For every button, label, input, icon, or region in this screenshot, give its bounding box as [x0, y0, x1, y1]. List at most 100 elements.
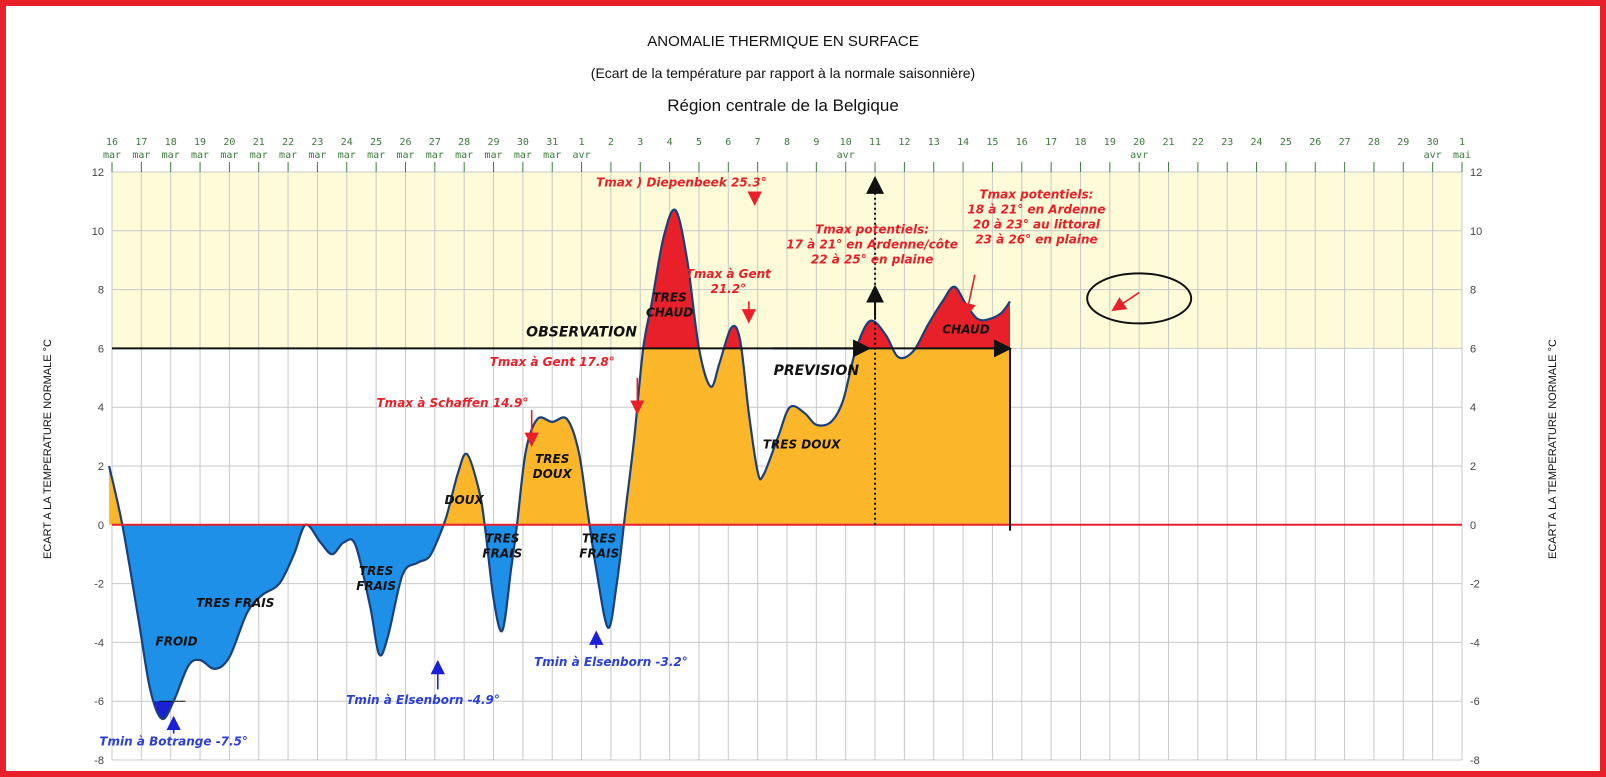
annotation-tres-frais-4: FRAIS: [579, 546, 619, 560]
x-tick-label-day: 1: [579, 137, 585, 148]
y-tick-label-left: -6: [94, 696, 104, 708]
y-tick-label-right: -8: [1470, 755, 1480, 767]
annotation-tmax-gent-1: Tmax à Gent 17.8°: [490, 355, 615, 369]
y-tick-label-right: 12: [1470, 167, 1482, 179]
x-tick-label-day: 22: [1192, 137, 1204, 148]
annotation-tmax-pot-1: 22 à 25° en plaine: [811, 253, 933, 267]
x-tick-label-day: 15: [986, 137, 998, 148]
x-tick-label-day: 19: [1104, 137, 1116, 148]
x-tick-label-day: 24: [1251, 137, 1263, 148]
x-tick-label-day: 9: [813, 137, 819, 148]
x-tick-label-day: 10: [840, 137, 852, 148]
annotation-tres-doux-1: DOUX: [533, 467, 573, 481]
x-tick-label-day: 28: [1368, 137, 1380, 148]
x-tick-label-day: 16: [106, 137, 118, 148]
x-tick-label-day: 13: [928, 137, 940, 148]
x-tick-label-month: mar: [132, 150, 150, 161]
y-tick-label-left: -2: [94, 579, 104, 591]
y-tick-label-right: -4: [1470, 637, 1480, 649]
y-tick-label-left: 2: [98, 461, 104, 473]
x-tick-label-month: mar: [250, 150, 268, 161]
annotation-tres-frais-3: FRAIS: [482, 546, 522, 560]
x-tick-label-day: 16: [1016, 137, 1028, 148]
x-tick-label-month: mar: [514, 150, 532, 161]
x-tick-label-month: mai: [1453, 150, 1471, 161]
annotation-doux: DOUX: [445, 493, 485, 507]
x-tick-label-month: mar: [396, 150, 414, 161]
annotation-froid: FROID: [156, 634, 198, 648]
x-tick-label-month: mar: [338, 150, 356, 161]
x-tick-label-day: 29: [1397, 137, 1409, 148]
y-tick-label-left: 12: [92, 167, 104, 179]
x-tick-label-day: 29: [487, 137, 499, 148]
x-tick-label-day: 23: [311, 137, 323, 148]
x-tick-label-day: 22: [282, 137, 294, 148]
chart-region: Région centrale de la Belgique: [667, 96, 899, 115]
annotation-tres-frais-3: TRES: [485, 531, 519, 545]
y-tick-label-left: 8: [98, 285, 104, 297]
x-tick-label-day: 25: [370, 137, 382, 148]
x-tick-label-month: avr: [1424, 150, 1442, 161]
annotation-observation: OBSERVATION: [526, 325, 637, 341]
x-tick-label-day: 26: [399, 137, 411, 148]
x-tick-label-month: avr: [573, 150, 591, 161]
chart-title: ANOMALIE THERMIQUE EN SURFACE: [647, 33, 919, 50]
y-tick-label-right: 4: [1470, 402, 1476, 414]
x-tick-label-month: mar: [367, 150, 385, 161]
x-tick-label-month: avr: [837, 150, 855, 161]
x-tick-label-month: mar: [103, 150, 121, 161]
annotation-tres-frais-1: TRES FRAIS: [196, 596, 274, 610]
y-tick-label-left: 4: [98, 402, 104, 414]
x-tick-label-day: 6: [725, 137, 731, 148]
x-tick-label-day: 19: [194, 137, 206, 148]
annotation-prevision: PREVISION: [774, 363, 860, 379]
annotation-tmin-elsenborn-1: Tmin à Elsenborn -4.9°: [346, 693, 500, 707]
x-tick-label-day: 12: [898, 137, 910, 148]
annotation-tres-chaud: CHAUD: [646, 305, 693, 319]
y-tick-label-right: 10: [1470, 226, 1482, 238]
annotation-tres-frais-4: TRES: [582, 531, 616, 545]
annotation-tres-doux-1: TRES: [535, 452, 569, 466]
cold-area: [109, 524, 1011, 719]
y-tick-label-left: 0: [98, 520, 104, 532]
x-tick-label-day: 27: [1339, 137, 1351, 148]
x-tick-label-day: 7: [755, 137, 761, 148]
x-tick-label-day: 18: [165, 137, 177, 148]
x-tick-label-day: 28: [458, 137, 470, 148]
annotation-tmax-pot-2: 23 à 26° en plaine: [975, 232, 1097, 246]
y-tick-label-right: 6: [1470, 343, 1476, 355]
annotation-tres-frais-2: FRAIS: [356, 579, 396, 593]
annotation-tmin-elsenborn-2: Tmin à Elsenborn -3.2°: [534, 655, 688, 669]
annotation-tmax-gent-2: 21.2°: [710, 282, 746, 296]
x-tick-label-month: mar: [484, 150, 502, 161]
x-tick-label-day: 21: [1162, 137, 1174, 148]
x-tick-label-month: mar: [162, 150, 180, 161]
chart-subtitle: (Ecart de la température par rapport à l…: [590, 65, 976, 81]
y-tick-label-right: 0: [1470, 520, 1476, 532]
x-tick-label-month: mar: [426, 150, 444, 161]
x-tick-label-day: 11: [869, 137, 881, 148]
annotation-tmax-gent-2: Tmax à Gent: [686, 267, 773, 281]
forecast-highlight-ellipse: [1086, 272, 1193, 325]
x-tick-label-month: mar: [543, 150, 561, 161]
x-tick-label-month: avr: [1130, 150, 1148, 161]
x-tick-label-day: 5: [696, 137, 702, 148]
x-tick-label-day: 25: [1280, 137, 1292, 148]
annotation-tres-doux-2: TRES DOUX: [763, 437, 841, 451]
x-tick-label-day: 17: [135, 137, 147, 148]
y-tick-label-left: 6: [98, 343, 104, 355]
annotation-tmax-schaffen: Tmax à Schaffen 14.9°: [377, 396, 529, 410]
x-tick-label-day: 18: [1074, 137, 1086, 148]
annotation-tres-frais-2: TRES: [359, 564, 393, 578]
x-tick-label-day: 2: [608, 137, 614, 148]
x-tick-label-month: mar: [279, 150, 297, 161]
x-tick-label-day: 23: [1221, 137, 1233, 148]
x-tick-label-day: 20: [1133, 137, 1145, 148]
x-tick-label-day: 30: [517, 137, 529, 148]
x-tick-label-day: 14: [957, 137, 969, 148]
annotation-tres-chaud: TRES: [652, 290, 686, 304]
warm-area: [109, 348, 1011, 525]
x-tick-label-day: 26: [1309, 137, 1321, 148]
annotation-tmax-pot-2: 18 à 21° en Ardenne: [967, 202, 1105, 216]
